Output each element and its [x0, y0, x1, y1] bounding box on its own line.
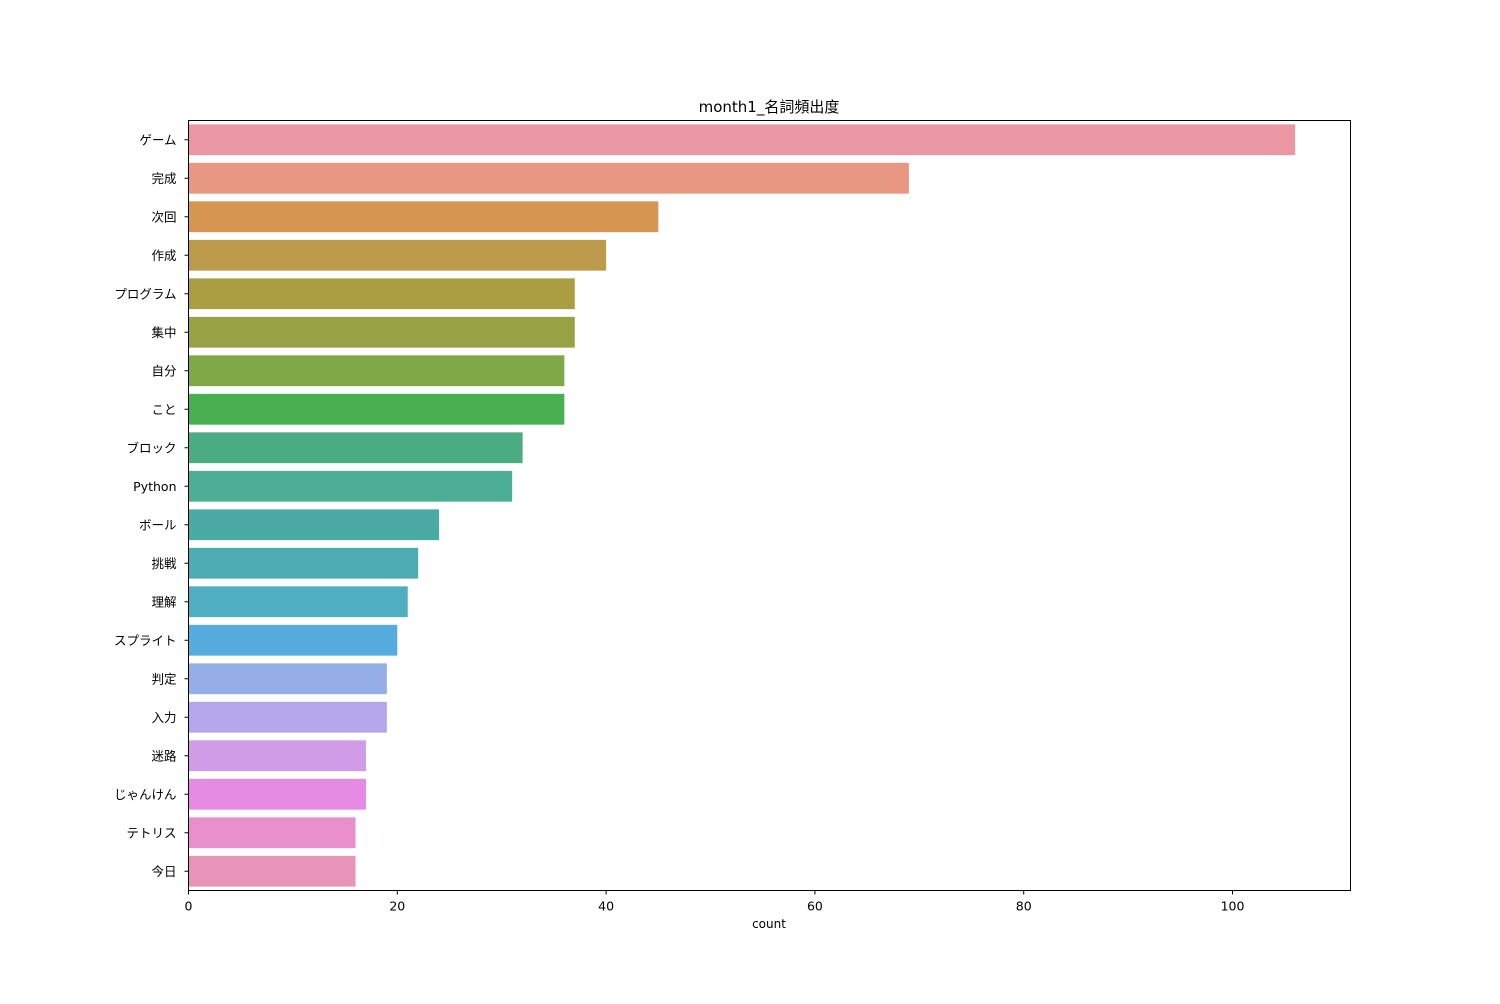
bar	[188, 432, 523, 464]
y-tick-label: 判定	[151, 671, 176, 686]
bar	[188, 124, 1296, 156]
bar	[188, 663, 387, 695]
x-tick-label: 100	[1221, 899, 1245, 914]
y-tick-label: じゃんけん	[114, 787, 177, 802]
bar	[188, 740, 366, 772]
y-tick-label: プログラム	[114, 286, 176, 301]
bar	[188, 470, 513, 502]
bar	[188, 624, 398, 656]
bar	[188, 239, 607, 271]
x-tick-label: 40	[598, 899, 614, 914]
y-tick-label: 挑戦	[151, 556, 177, 571]
bar	[188, 393, 565, 425]
y-tick-label: ブロック	[126, 440, 176, 455]
x-tick-label: 20	[389, 899, 405, 914]
bar	[188, 509, 440, 541]
bar	[188, 355, 565, 387]
y-tick-label: 集中	[151, 325, 176, 340]
y-tick-label: こと	[151, 402, 176, 417]
x-tick-label: 0	[185, 899, 193, 914]
y-tick-label: 理解	[151, 594, 176, 609]
bar	[188, 201, 659, 233]
bar	[188, 855, 356, 887]
y-tick-label: Python	[133, 479, 176, 494]
bar	[188, 586, 408, 618]
x-axis-label: count	[752, 917, 786, 931]
x-tick-label: 80	[1016, 899, 1032, 914]
bar	[188, 701, 387, 733]
y-tick-label: 作成	[151, 248, 176, 263]
y-tick-label: ボール	[139, 517, 177, 532]
y-tick-label: 次回	[151, 209, 176, 224]
y-tick-label: スプライト	[114, 633, 177, 648]
y-tick-label: 今日	[151, 864, 176, 879]
plot-frame	[188, 120, 1351, 891]
y-tick-label: 迷路	[151, 748, 177, 763]
y-tick-label: 完成	[151, 171, 176, 186]
bar	[188, 316, 575, 348]
bar	[188, 817, 356, 849]
bar	[188, 278, 575, 310]
y-tick-label: ゲーム	[139, 132, 176, 147]
y-tick-label: 自分	[151, 363, 176, 378]
x-tick-label: 60	[807, 899, 823, 914]
chart-title: month1_名詞頻出度	[699, 98, 840, 117]
bar	[188, 162, 909, 194]
y-tick-label: 入力	[151, 710, 176, 725]
bar	[188, 547, 419, 579]
bar	[188, 778, 366, 810]
y-tick-label: テトリス	[126, 825, 176, 840]
